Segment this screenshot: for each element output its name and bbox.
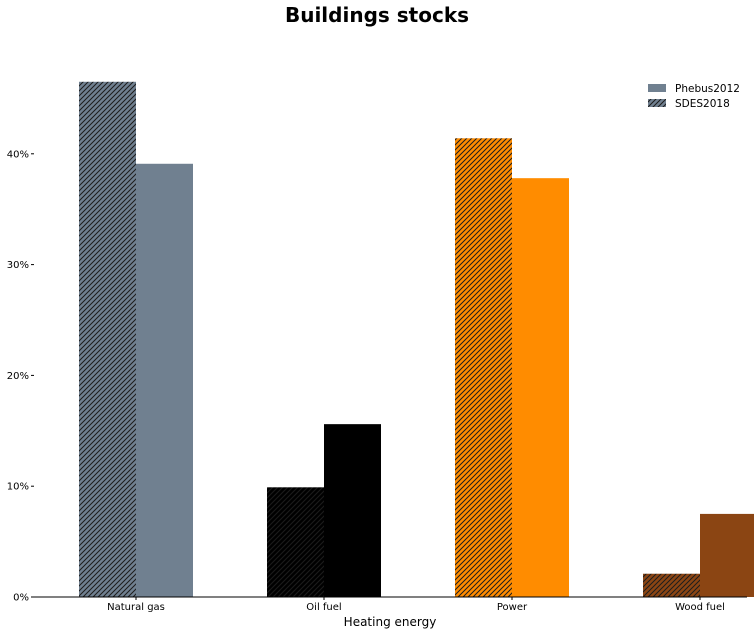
bar-natural-gas-sdes2018: [79, 81, 136, 597]
y-tick-label: 10%: [7, 482, 29, 493]
x-tick-label: Wood fuel: [675, 602, 725, 613]
chart-title: Buildings stocks: [285, 3, 469, 27]
y-tick-label: 40%: [7, 149, 29, 160]
y-tick-label: 30%: [7, 260, 29, 271]
legend: Phebus2012 SDES2018: [648, 83, 740, 110]
x-axis: Natural gas Oil fuel Power Wood fuel: [34, 596, 747, 613]
y-axis: 0% 10% 20% 30% 40%: [7, 149, 34, 604]
x-tick-label: Oil fuel: [306, 602, 341, 613]
x-tick-label: Natural gas: [107, 602, 165, 613]
y-tick-label: 0%: [13, 593, 29, 604]
legend-label-phebus2012: Phebus2012: [675, 83, 740, 95]
y-tick-label: 20%: [7, 371, 29, 382]
legend-swatch-sdes2018: [648, 99, 666, 107]
x-axis-label: Heating energy: [344, 615, 437, 629]
x-tick-label: Power: [497, 602, 528, 613]
bar-oil-fuel-phebus2012: [324, 424, 381, 597]
bar-power-sdes2018: [455, 138, 512, 597]
bar-wood-fuel-sdes2018: [643, 573, 700, 597]
bars-group: [79, 81, 754, 597]
bar-oil-fuel-sdes2018: [267, 487, 324, 597]
bar-natural-gas-phebus2012: [136, 163, 193, 597]
legend-swatch-phebus2012: [648, 84, 666, 92]
legend-label-sdes2018: SDES2018: [675, 98, 730, 110]
bar-wood-fuel-phebus2012: [700, 513, 754, 597]
bar-power-phebus2012: [512, 178, 569, 597]
